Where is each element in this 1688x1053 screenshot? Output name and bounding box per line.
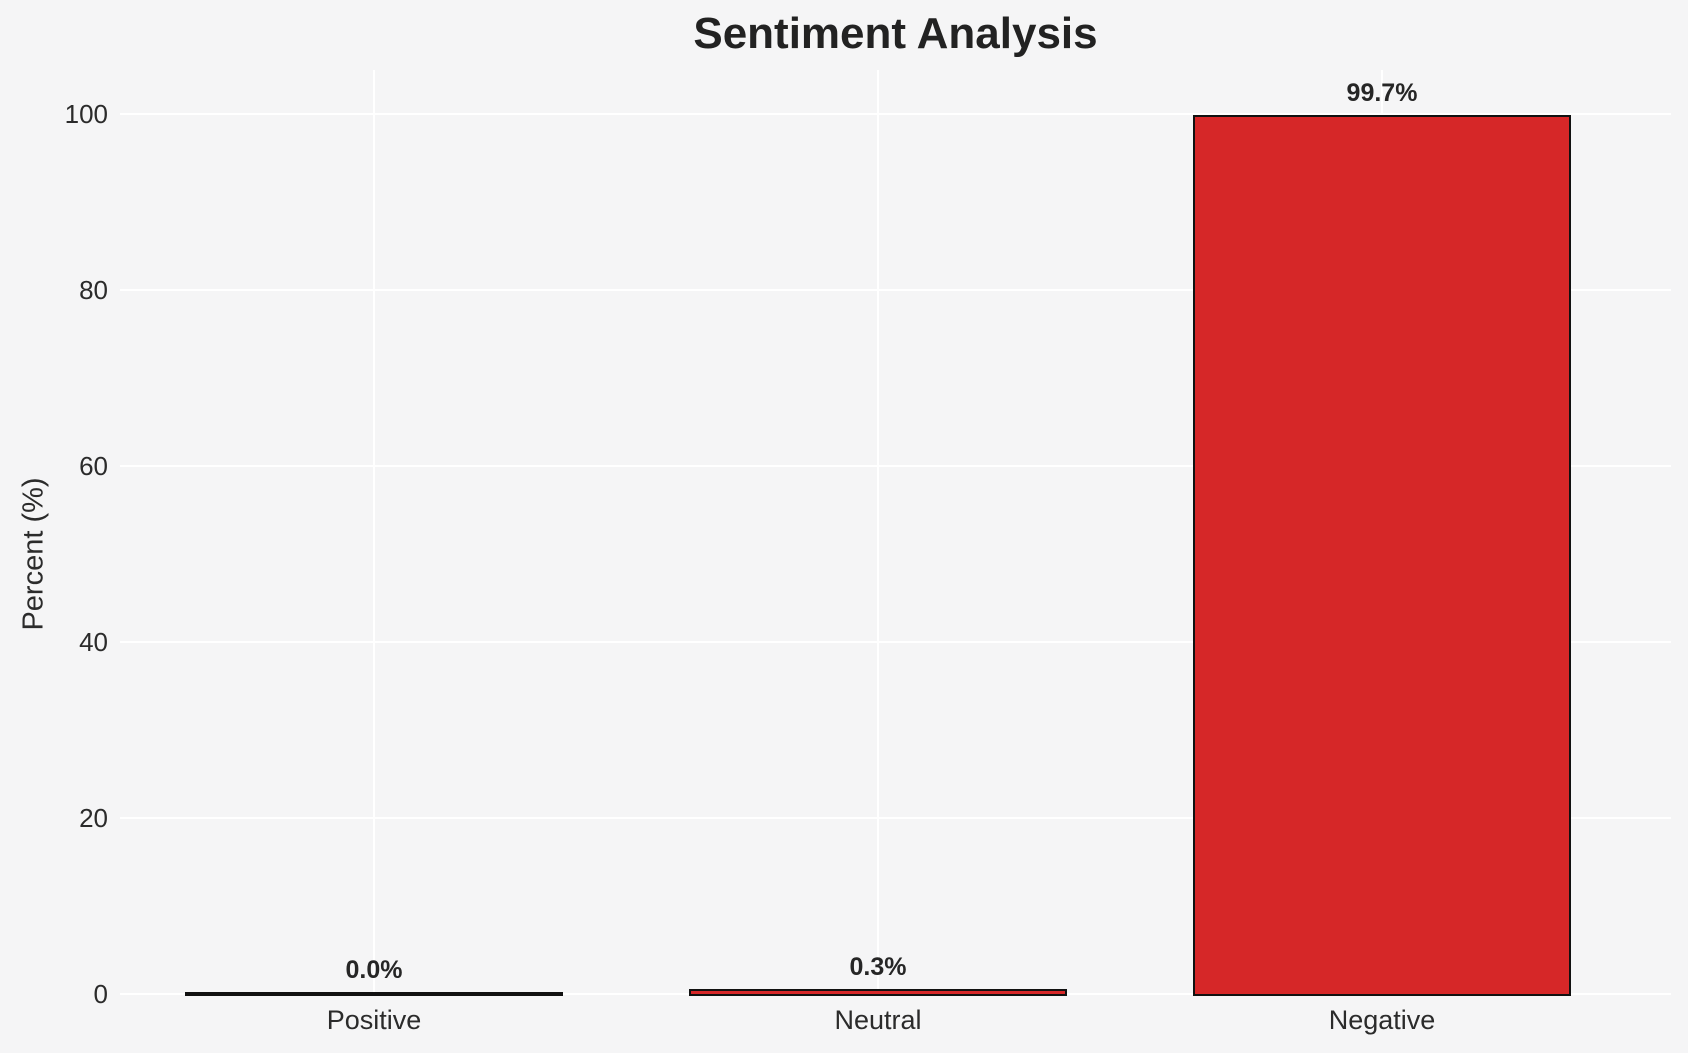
y-gridline — [120, 817, 1671, 819]
y-tick-label: 80 — [79, 275, 108, 305]
bar-negative — [1193, 115, 1571, 996]
y-tick-label: 0 — [93, 979, 108, 1009]
y-tick-label: 20 — [79, 803, 108, 833]
y-tick-label: 40 — [79, 627, 108, 657]
bar-value-label: 0.0% — [345, 956, 403, 984]
y-gridline — [120, 289, 1671, 291]
x-tick-label: Neutral — [834, 1005, 922, 1035]
bar-neutral — [689, 989, 1067, 996]
bar-value-label: 0.3% — [849, 953, 907, 981]
x-gridline — [877, 70, 879, 994]
chart-title: Sentiment Analysis — [693, 9, 1098, 58]
y-gridline — [120, 113, 1671, 115]
y-tick-label: 60 — [79, 451, 108, 481]
y-tick-label: 100 — [64, 99, 108, 129]
x-gridline — [373, 70, 375, 994]
x-tick-label: Positive — [326, 1005, 422, 1035]
x-tick-label: Negative — [1328, 1005, 1436, 1035]
bar-positive — [185, 992, 563, 996]
y-gridline — [120, 641, 1671, 643]
y-gridline — [120, 465, 1671, 467]
bar-value-label: 99.7% — [1346, 79, 1418, 107]
